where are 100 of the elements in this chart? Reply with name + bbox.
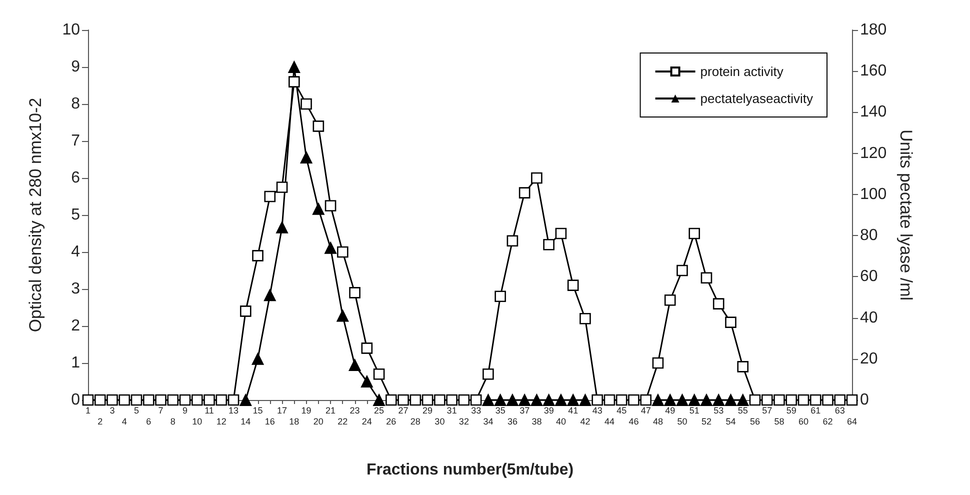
point <box>567 394 580 406</box>
y2-tick-label: 140 <box>860 104 887 121</box>
x-tick-label: 4 <box>122 416 127 426</box>
x-tick-label: 3 <box>110 406 115 416</box>
x-tick-label: 50 <box>677 416 688 426</box>
x-tick-label: 13 <box>228 406 239 416</box>
x-tick-label: 43 <box>592 406 602 416</box>
point <box>579 394 592 406</box>
y-tick-label: 1 <box>71 354 80 372</box>
x-tick-label: 57 <box>762 406 772 416</box>
x-tick-label: 23 <box>350 406 360 416</box>
x-tick-label: 7 <box>158 406 164 416</box>
y2-tick-label: 80 <box>860 227 878 244</box>
x-tick-label: 17 <box>277 406 288 416</box>
x-tick-label: 5 <box>134 406 140 416</box>
x-tick-label: 48 <box>652 416 663 426</box>
x-tick-label: 28 <box>410 416 420 426</box>
point <box>348 359 361 372</box>
x-tick-label: 54 <box>726 416 736 426</box>
x-tick-label: 59 <box>786 406 796 416</box>
point <box>494 394 506 406</box>
x-tick-label: 37 <box>520 406 530 416</box>
x-tick-label: 40 <box>556 416 566 426</box>
point <box>312 202 324 215</box>
point <box>360 376 373 388</box>
y-tick-label: 8 <box>71 96 80 112</box>
point <box>724 394 737 406</box>
x-tick-label: 27 <box>398 406 408 416</box>
x-tick-label: 45 <box>616 406 627 416</box>
point <box>264 289 276 302</box>
y2-tick-label: 20 <box>860 350 878 368</box>
x-tick-label: 31 <box>446 406 457 416</box>
x-tick-label: 2 <box>98 416 103 426</box>
x-tick-label: 35 <box>495 406 506 416</box>
x-tick-label: 25 <box>374 406 384 416</box>
point <box>373 394 386 406</box>
x-tick-label: 49 <box>665 406 676 416</box>
x-tick-label: 53 <box>714 406 724 416</box>
y-tick-label: 5 <box>71 206 80 224</box>
y2-tick-label: 120 <box>860 144 887 162</box>
point <box>712 394 725 406</box>
y-tick-label: 0 <box>71 392 80 408</box>
x-tick-label: 1 <box>85 406 91 416</box>
x-tick-label: 61 <box>810 406 821 416</box>
y-tick-label: 2 <box>71 318 80 334</box>
x-tick-label: 12 <box>216 416 226 426</box>
x-tick-label: 21 <box>326 406 336 416</box>
x-tick-label: 29 <box>422 406 433 416</box>
x-tick-label: 20 <box>313 416 324 426</box>
point <box>336 310 349 322</box>
x-tick-label: 14 <box>240 416 251 426</box>
point <box>542 394 555 406</box>
point <box>506 394 518 406</box>
x-tick-label: 39 <box>544 406 554 416</box>
x-tick-label: 33 <box>471 406 482 416</box>
y2-tick-label: 100 <box>860 186 887 203</box>
x-tick-label: 60 <box>798 416 808 426</box>
x-tick-label: 41 <box>568 406 578 416</box>
x-tick-label: 42 <box>580 416 590 426</box>
x-tick-label: 19 <box>301 406 312 416</box>
point <box>252 352 264 365</box>
point <box>240 394 252 406</box>
point <box>482 394 494 406</box>
x-tick-label: 26 <box>386 416 396 426</box>
y-tick-label: 4 <box>71 244 80 260</box>
y2-axis-title: Units pectate lyase /ml <box>896 129 916 301</box>
x-tick-label: 47 <box>640 406 651 416</box>
x-tick-label: 51 <box>689 406 700 416</box>
y2-tick-label: 0 <box>860 392 869 408</box>
x-tick-label: 55 <box>738 406 748 416</box>
x-tick-label: 11 <box>204 406 214 416</box>
point <box>276 221 288 234</box>
x-tick-label: 32 <box>458 416 469 426</box>
x-tick-label: 8 <box>170 416 176 426</box>
point <box>300 151 312 164</box>
y-tick-label: 10 <box>62 22 80 38</box>
x-tick-label: 16 <box>264 416 275 426</box>
legend-label: pectatelyaseactivity <box>700 91 814 106</box>
point <box>736 394 749 406</box>
point <box>652 394 664 406</box>
x-tick-label: 10 <box>192 416 202 426</box>
point <box>554 394 567 406</box>
y2-tick-label: 40 <box>860 309 878 326</box>
point <box>664 394 676 406</box>
x-tick-label: 38 <box>532 416 542 426</box>
y2-tick-label: 60 <box>860 268 878 286</box>
point <box>700 394 712 406</box>
x-tick-label: 63 <box>834 406 845 416</box>
y-tick-label: 7 <box>71 132 80 150</box>
x-tick-label: 24 <box>362 416 372 426</box>
x-tick-label: 44 <box>604 416 614 426</box>
y-tick-label: 6 <box>71 170 80 186</box>
x-tick-label: 22 <box>338 416 348 426</box>
x-tick-label: 62 <box>822 416 833 426</box>
x-tick-label: 56 <box>750 416 760 426</box>
y-axis-title: Optical density at 280 nmx10-2 <box>26 98 45 332</box>
x-tick-label: 64 <box>846 416 858 426</box>
y-tick-label: 9 <box>71 58 80 76</box>
x-tick-label: 34 <box>483 416 494 426</box>
x-tick-label: 58 <box>774 416 784 426</box>
